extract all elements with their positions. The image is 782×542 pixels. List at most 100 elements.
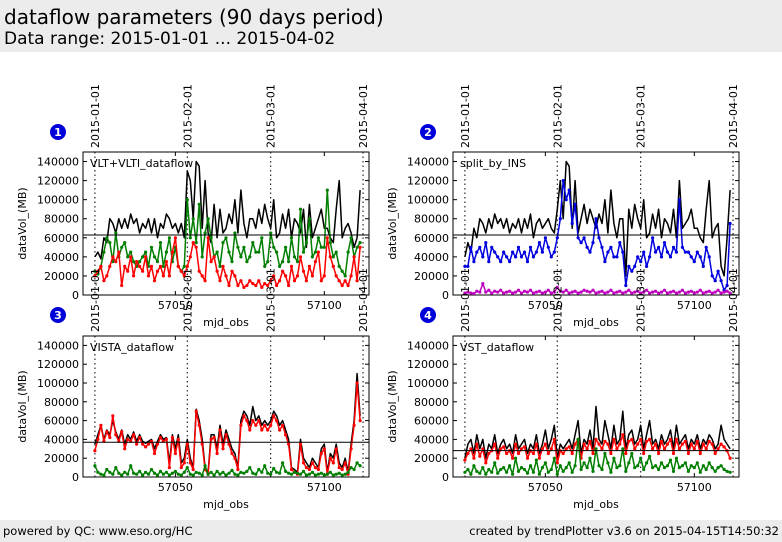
data-point [227, 442, 231, 446]
data-point [612, 456, 616, 460]
data-point [636, 442, 640, 446]
data-point [200, 473, 204, 477]
data-point [662, 466, 667, 470]
data-point [683, 439, 688, 443]
y-tick-label: 60000 [44, 232, 79, 245]
data-point [126, 437, 130, 441]
data-point [680, 464, 685, 468]
data-point [176, 264, 180, 268]
data-point [164, 470, 168, 474]
data-point [576, 236, 580, 240]
data-point [624, 451, 628, 456]
data-point [236, 473, 240, 477]
data-point [645, 288, 649, 292]
data-point [358, 419, 362, 423]
data-point [284, 274, 288, 278]
data-point [316, 467, 320, 472]
data-point [701, 442, 705, 446]
data-point [528, 288, 533, 292]
page-subtitle: Data range: 2015-01-01 ... 2015-04-02 [4, 29, 336, 49]
data-point [534, 290, 539, 294]
data-point [514, 255, 518, 259]
data-point [621, 433, 625, 437]
data-point [188, 461, 192, 465]
data-point [355, 381, 359, 385]
data-point [713, 451, 717, 456]
data-point [537, 472, 542, 476]
data-point [123, 447, 127, 451]
data-point [93, 269, 97, 273]
data-point [645, 461, 649, 465]
x-axis-label: mjd_obs [203, 498, 249, 511]
data-point [135, 442, 139, 446]
data-point [218, 264, 222, 268]
data-point [328, 456, 332, 460]
data-point [287, 442, 291, 446]
data-point [546, 470, 550, 474]
data-point [659, 439, 664, 443]
data-point [182, 461, 186, 465]
data-point [173, 236, 177, 240]
data-point [245, 260, 249, 264]
data-point [668, 255, 673, 259]
data-point [659, 461, 664, 465]
data-point [141, 269, 145, 273]
data-point [636, 289, 640, 293]
data-point [591, 288, 595, 292]
page-title: dataflow parameters (90 days period) [4, 5, 384, 29]
data-point [493, 461, 497, 465]
data-point [716, 269, 720, 273]
data-point [105, 236, 109, 240]
data-point [138, 469, 142, 473]
data-point [340, 473, 344, 477]
data-point [197, 471, 201, 475]
data-point [630, 451, 634, 456]
data-point [224, 433, 228, 437]
data-point [161, 472, 165, 476]
data-point [719, 291, 723, 295]
data-point [594, 217, 598, 221]
data-point [352, 423, 356, 427]
data-point [343, 274, 347, 278]
data-point [469, 447, 473, 451]
data-point [117, 471, 121, 475]
data-point [358, 464, 362, 468]
data-point [108, 264, 112, 268]
data-point [615, 290, 619, 294]
data-point [519, 255, 524, 259]
data-point [668, 458, 673, 462]
data-point [505, 290, 509, 294]
data-point [710, 466, 714, 470]
data-point [135, 260, 139, 264]
data-point [155, 269, 160, 273]
data-point [278, 264, 282, 268]
data-point [657, 451, 661, 456]
data-point [152, 471, 157, 475]
data-point [516, 451, 521, 456]
data-point [654, 442, 658, 446]
data-point [141, 442, 145, 446]
data-point [525, 260, 530, 264]
panel-label: VST_dataflow [460, 341, 534, 354]
data-point [111, 472, 115, 476]
data-point [508, 260, 512, 264]
data-point [289, 264, 294, 268]
data-point [654, 250, 658, 254]
y-tick-label: 0 [442, 471, 449, 484]
data-point [141, 255, 145, 259]
data-point [651, 290, 655, 294]
data-point [334, 447, 338, 451]
data-point [665, 442, 670, 446]
data-point [146, 442, 151, 446]
data-point [642, 467, 646, 472]
data-point [546, 451, 550, 456]
data-point [570, 221, 574, 226]
series-line-1 [464, 405, 731, 459]
data-point [698, 451, 702, 456]
data-point [478, 471, 482, 475]
data-point [200, 255, 204, 259]
data-point [695, 250, 699, 254]
data-point [567, 445, 571, 449]
data-point [212, 435, 216, 440]
data-point [257, 419, 261, 423]
